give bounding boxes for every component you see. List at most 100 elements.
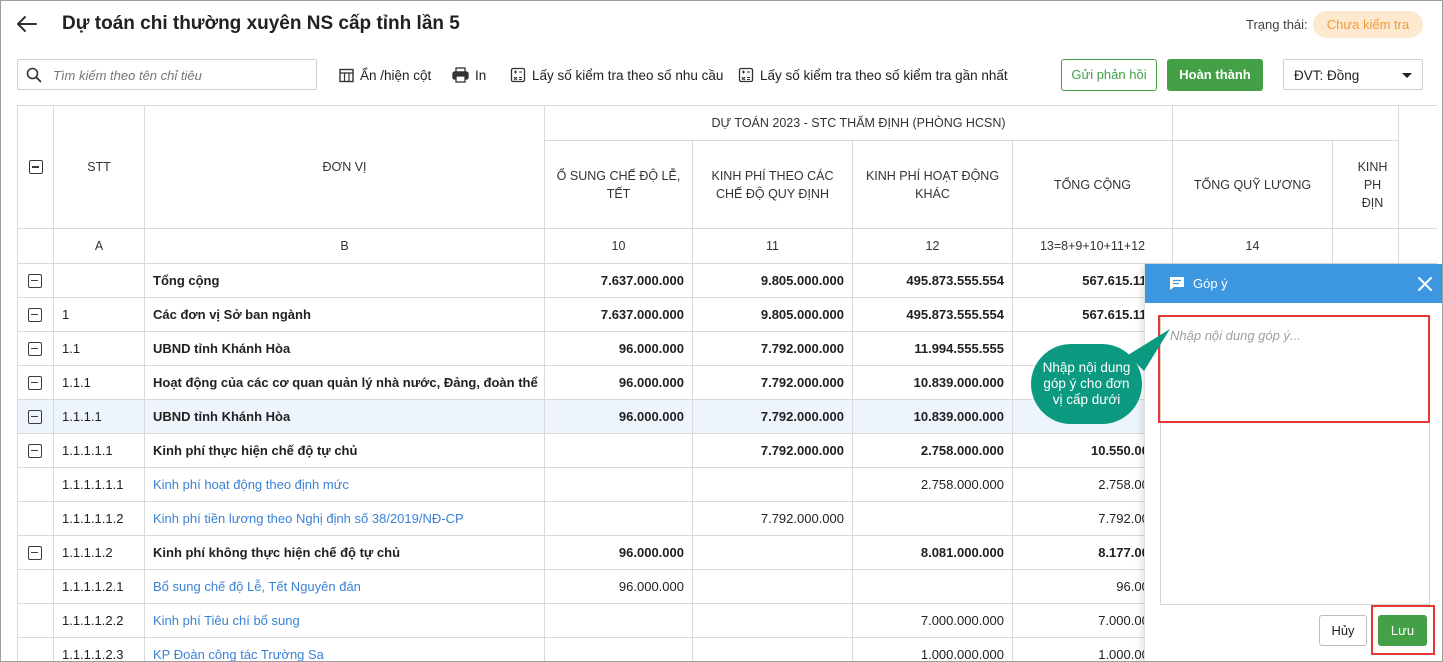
header-scroll-gap [1399, 106, 1437, 229]
toggle-columns-button[interactable]: Ẩn /hiện cột [339, 64, 431, 86]
save-button[interactable]: Lưu [1378, 615, 1427, 646]
complete-button[interactable]: Hoàn thành [1167, 59, 1263, 91]
row-value-c12: 495.873.555.554 [853, 264, 1013, 298]
row-toggle-cell [18, 264, 54, 298]
row-toggle-cell [18, 604, 54, 638]
index-cell-select [18, 229, 54, 264]
feedback-panel-header: Góp ý [1145, 264, 1443, 303]
toggle-columns-label: Ẩn /hiện cột [360, 67, 432, 83]
row-value-c12: 7.000.000.000 [853, 604, 1013, 638]
header-col-11: KINH PHÍ THEO CÁC CHẾ ĐỘ QUY ĐỊNH [693, 141, 853, 229]
chevron-down-icon [1402, 73, 1412, 78]
row-stt: 1.1.1.1.1.1 [54, 468, 145, 502]
collapse-row-toggle[interactable] [28, 443, 42, 458]
row-unit-name: UBND tỉnh Khánh Hòa [145, 332, 545, 366]
print-label: In [475, 67, 487, 83]
row-unit-name: Kinh phí thực hiện chế độ tự chủ [145, 434, 545, 468]
row-unit-name: Tổng cộng [145, 264, 545, 298]
get-check-latest-button[interactable]: Lấy số kiểm tra theo số kiểm tra gần nhấ… [738, 64, 1008, 86]
unit-select[interactable]: ĐVT: Đồng [1283, 59, 1423, 90]
search-icon [26, 67, 42, 83]
collapse-row-toggle[interactable] [28, 341, 42, 356]
back-arrow-icon[interactable] [14, 11, 40, 37]
row-value-c11: 7.792.000.000 [693, 502, 853, 536]
row-toggle-cell [18, 434, 54, 468]
feedback-panel: Góp ý Hủy Lưu [1144, 264, 1443, 662]
row-unit-name: Kinh phí không thực hiện chế độ tự chủ [145, 536, 545, 570]
index-cell-13: 13=8+9+10+11+12 [1013, 229, 1173, 264]
feedback-textarea[interactable] [1160, 315, 1430, 605]
index-cell-10: 10 [545, 229, 693, 264]
select-all-cell [18, 106, 54, 229]
get-check-by-need-button[interactable]: Lấy số kiểm tra theo số nhu cầu [510, 64, 723, 86]
row-stt: 1.1.1.1 [54, 400, 145, 434]
row-toggle-cell [18, 502, 54, 536]
search-input[interactable] [51, 64, 311, 86]
row-unit-name[interactable]: Kinh phí tiền lương theo Nghị định số 38… [145, 502, 545, 536]
feedback-panel-title: Góp ý [1193, 276, 1228, 291]
row-value-c12 [853, 502, 1013, 536]
collapse-row-toggle[interactable] [28, 307, 42, 322]
print-button[interactable]: In [452, 64, 486, 86]
row-toggle-cell [18, 638, 54, 662]
row-toggle-cell [18, 332, 54, 366]
send-feedback-button[interactable]: Gửi phản hồi [1061, 59, 1157, 91]
row-value-c10 [545, 604, 693, 638]
row-toggle-cell [18, 468, 54, 502]
row-value-c10 [545, 434, 693, 468]
row-unit-name[interactable]: Kinh phí hoạt động theo định mức [145, 468, 545, 502]
row-stt: 1.1.1.1.1.2 [54, 502, 145, 536]
index-cell-14: 14 [1173, 229, 1333, 264]
row-stt: 1.1.1.1.1 [54, 434, 145, 468]
row-stt: 1.1.1.1.2.3 [54, 638, 145, 662]
chat-icon [1170, 277, 1184, 290]
row-value-c11 [693, 604, 853, 638]
close-icon[interactable] [1416, 275, 1434, 293]
collapse-row-toggle[interactable] [28, 545, 42, 560]
row-unit-name: Hoạt động của các cơ quan quản lý nhà nư… [145, 366, 545, 400]
index-cell-gap [1399, 229, 1437, 264]
row-value-c12: 2.758.000.000 [853, 468, 1013, 502]
header-col-15: KINH PH ĐỊN [1333, 141, 1399, 229]
collapse-row-toggle[interactable] [28, 273, 42, 288]
row-value-c11 [693, 638, 853, 662]
callout-bubble: Nhập nội dung góp ý cho đơn vị cấp dưới [1031, 344, 1142, 424]
header-group-budget: DỰ TOÁN 2023 - STC THẨM ĐỊNH (PHÒNG HCSN… [545, 106, 1173, 141]
collapse-row-toggle[interactable] [28, 409, 42, 424]
header-group-empty [1173, 106, 1399, 141]
row-stt: 1.1.1.1.2 [54, 536, 145, 570]
row-toggle-cell [18, 570, 54, 604]
search-box[interactable] [17, 59, 317, 90]
row-unit-name[interactable]: Bổ sung chế độ Lễ, Tết Nguyên đán [145, 570, 545, 604]
row-toggle-cell [18, 400, 54, 434]
collapse-row-toggle[interactable] [28, 375, 42, 390]
row-unit-name[interactable]: KP Đoàn công tác Trường Sa [145, 638, 545, 662]
collapse-all-checkbox[interactable] [28, 160, 43, 174]
header-stt: STT [54, 106, 145, 229]
row-value-c11: 7.792.000.000 [693, 366, 853, 400]
cancel-button[interactable]: Hủy [1319, 615, 1367, 646]
index-cell-15 [1333, 229, 1399, 264]
header-col-14: TỔNG QUỸ LƯƠNG [1173, 141, 1333, 229]
printer-icon [452, 67, 469, 83]
index-cell-12: 12 [853, 229, 1013, 264]
page-title: Dự toán chi thường xuyên NS cấp tỉnh lần… [62, 13, 460, 34]
row-value-c10: 96.000.000 [545, 536, 693, 570]
row-stt: 1.1.1.1.2.2 [54, 604, 145, 638]
row-toggle-cell [18, 366, 54, 400]
status-label: Trạng thái: [1246, 17, 1308, 32]
table-columns-icon [339, 68, 354, 82]
row-stt: 1 [54, 298, 145, 332]
row-value-c11: 9.805.000.000 [693, 298, 853, 332]
row-unit-name[interactable]: Kinh phí Tiêu chí bổ sung [145, 604, 545, 638]
row-value-c10 [545, 468, 693, 502]
page-header: Dự toán chi thường xuyên NS cấp tỉnh lần… [0, 0, 1443, 48]
row-value-c11: 9.805.000.000 [693, 264, 853, 298]
index-cell-11: 11 [693, 229, 853, 264]
row-stt [54, 264, 145, 298]
row-value-c10: 96.000.000 [545, 570, 693, 604]
unit-select-value: ĐVT: Đồng [1294, 68, 1360, 83]
status-badge: Chưa kiểm tra [1313, 11, 1423, 38]
budget-table: STT ĐƠN VỊ DỰ TOÁN 2023 - STC THẨM ĐỊNH … [17, 105, 1437, 662]
row-value-c12: 10.839.000.000 [853, 400, 1013, 434]
